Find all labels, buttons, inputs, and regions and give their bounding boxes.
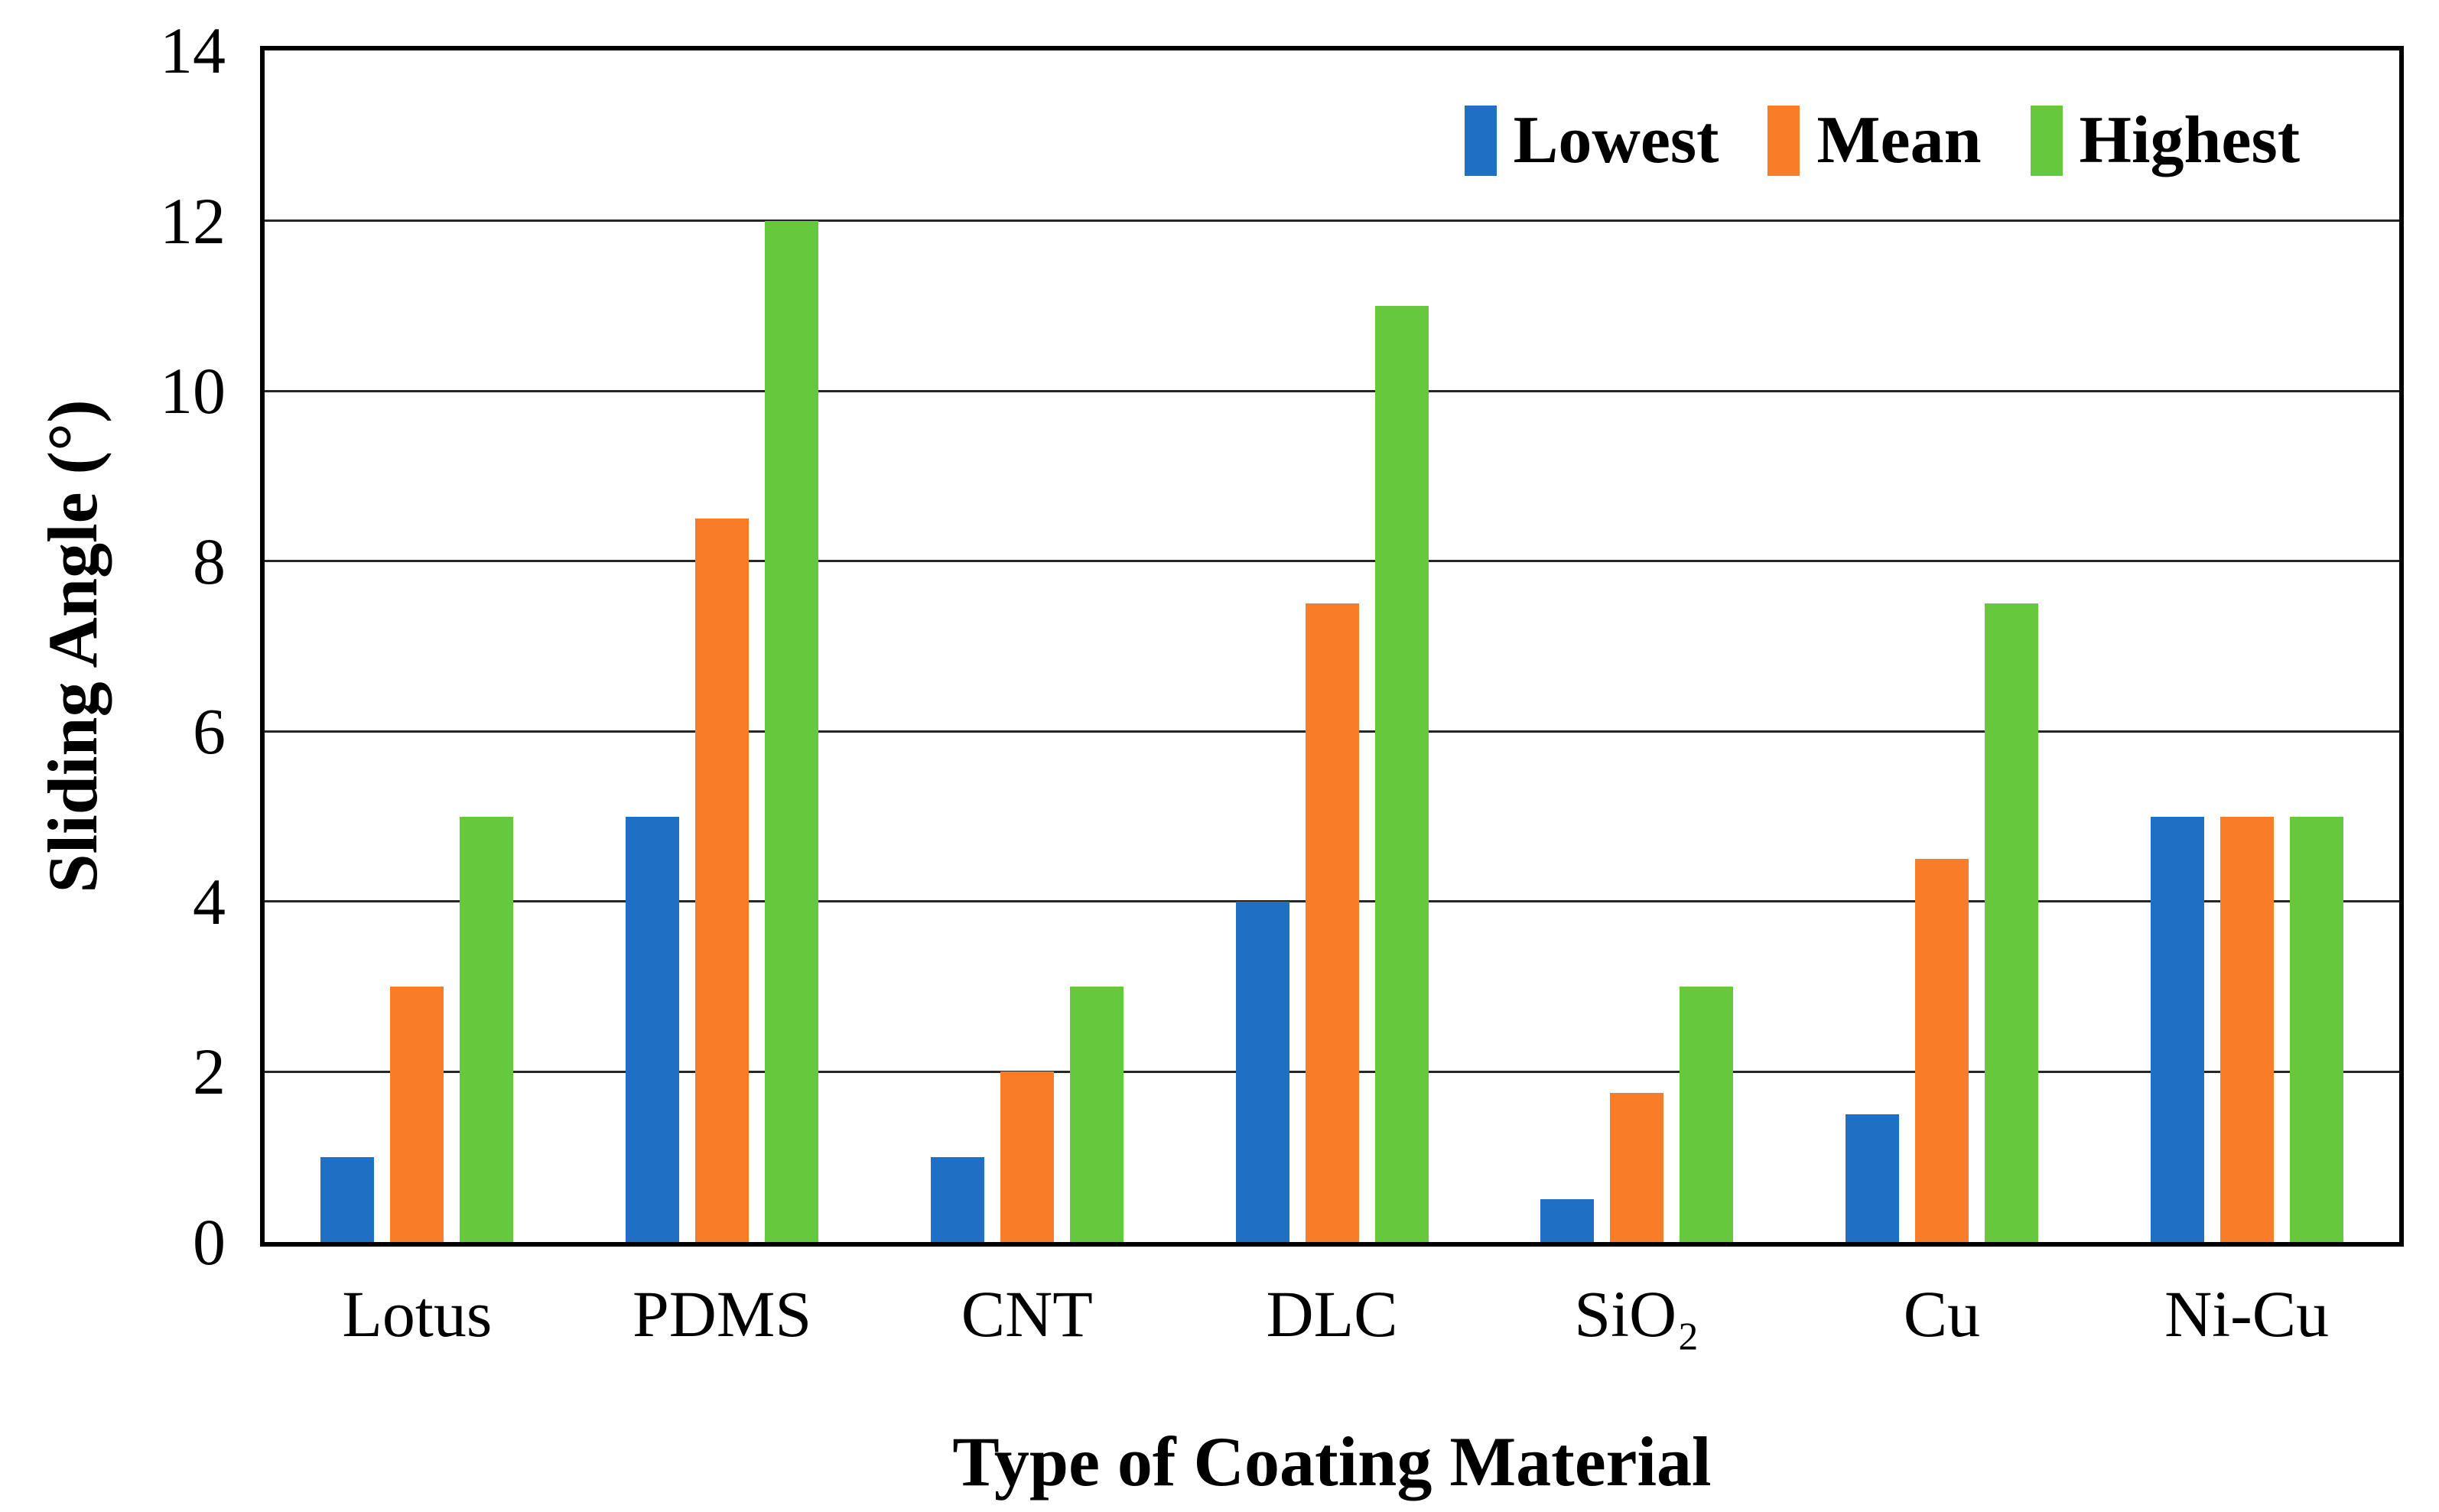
legend-swatch-highest-icon	[2030, 106, 2063, 176]
bar-lowest-2	[626, 817, 680, 1242]
plot-area: Lowest Mean Highest	[260, 46, 2404, 1247]
legend-swatch-lowest-icon	[1464, 106, 1497, 176]
bar-mean-7	[2219, 817, 2274, 1242]
bar-mean-1	[390, 987, 444, 1242]
y-tick-label-14: 14	[160, 14, 226, 87]
y-tick-label-4: 4	[193, 864, 226, 938]
legend-label-mean: Mean	[1816, 103, 1982, 177]
bar-mean-6	[1914, 859, 1969, 1242]
bar-lowest-7	[2150, 817, 2204, 1242]
y-axis-title: Sliding Angle (°)	[34, 399, 112, 893]
bar-mean-4	[1305, 603, 1359, 1242]
gridline-y-12	[265, 219, 2399, 223]
bar-mean-3	[1000, 1071, 1054, 1242]
bar-lowest-6	[1845, 1114, 1899, 1242]
x-category-label-1: Lotus	[342, 1277, 493, 1351]
bar-lowest-3	[930, 1157, 984, 1242]
legend-item-lowest: Lowest	[1464, 103, 1719, 177]
y-tick-label-6: 6	[193, 694, 226, 769]
legend-item-mean: Mean	[1767, 103, 1982, 177]
bar-highest-4	[1374, 306, 1429, 1242]
x-category-label-6: Cu	[1903, 1277, 1981, 1351]
x-category-label-7: Ni-Cu	[2164, 1277, 2330, 1351]
y-tick-label-12: 12	[160, 184, 226, 258]
legend-item-highest: Highest	[2030, 103, 2300, 177]
bar-highest-3	[1069, 987, 1124, 1242]
bar-lowest-5	[1540, 1199, 1595, 1242]
bar-highest-7	[2289, 817, 2343, 1242]
legend-swatch-mean-icon	[1767, 106, 1800, 176]
y-tick-label-2: 2	[193, 1035, 226, 1109]
y-tick-label-8: 8	[193, 524, 226, 598]
bar-highest-2	[765, 221, 819, 1242]
x-category-label-4: DLC	[1266, 1277, 1398, 1351]
x-category-label-5: SiO₂	[1574, 1277, 1700, 1351]
x-category-label-3: CNT	[961, 1277, 1093, 1351]
bar-highest-5	[1680, 987, 1734, 1242]
bar-mean-2	[695, 519, 750, 1242]
legend-label-lowest: Lowest	[1513, 103, 1719, 177]
gridline-y-10	[265, 389, 2399, 392]
y-tick-label-10: 10	[160, 354, 226, 428]
bar-highest-1	[460, 817, 514, 1242]
bar-mean-5	[1610, 1093, 1664, 1242]
x-category-label-2: PDMS	[632, 1277, 812, 1351]
legend-label-highest: Highest	[2079, 103, 2300, 177]
y-tick-label-0: 0	[193, 1205, 226, 1279]
bar-lowest-4	[1235, 902, 1289, 1242]
gridline-y-8	[265, 560, 2399, 563]
bar-highest-6	[1984, 603, 2038, 1242]
legend: Lowest Mean Highest	[1464, 103, 2300, 177]
x-axis-title: Type of Coating Material	[952, 1423, 1712, 1501]
bar-lowest-1	[320, 1157, 375, 1242]
